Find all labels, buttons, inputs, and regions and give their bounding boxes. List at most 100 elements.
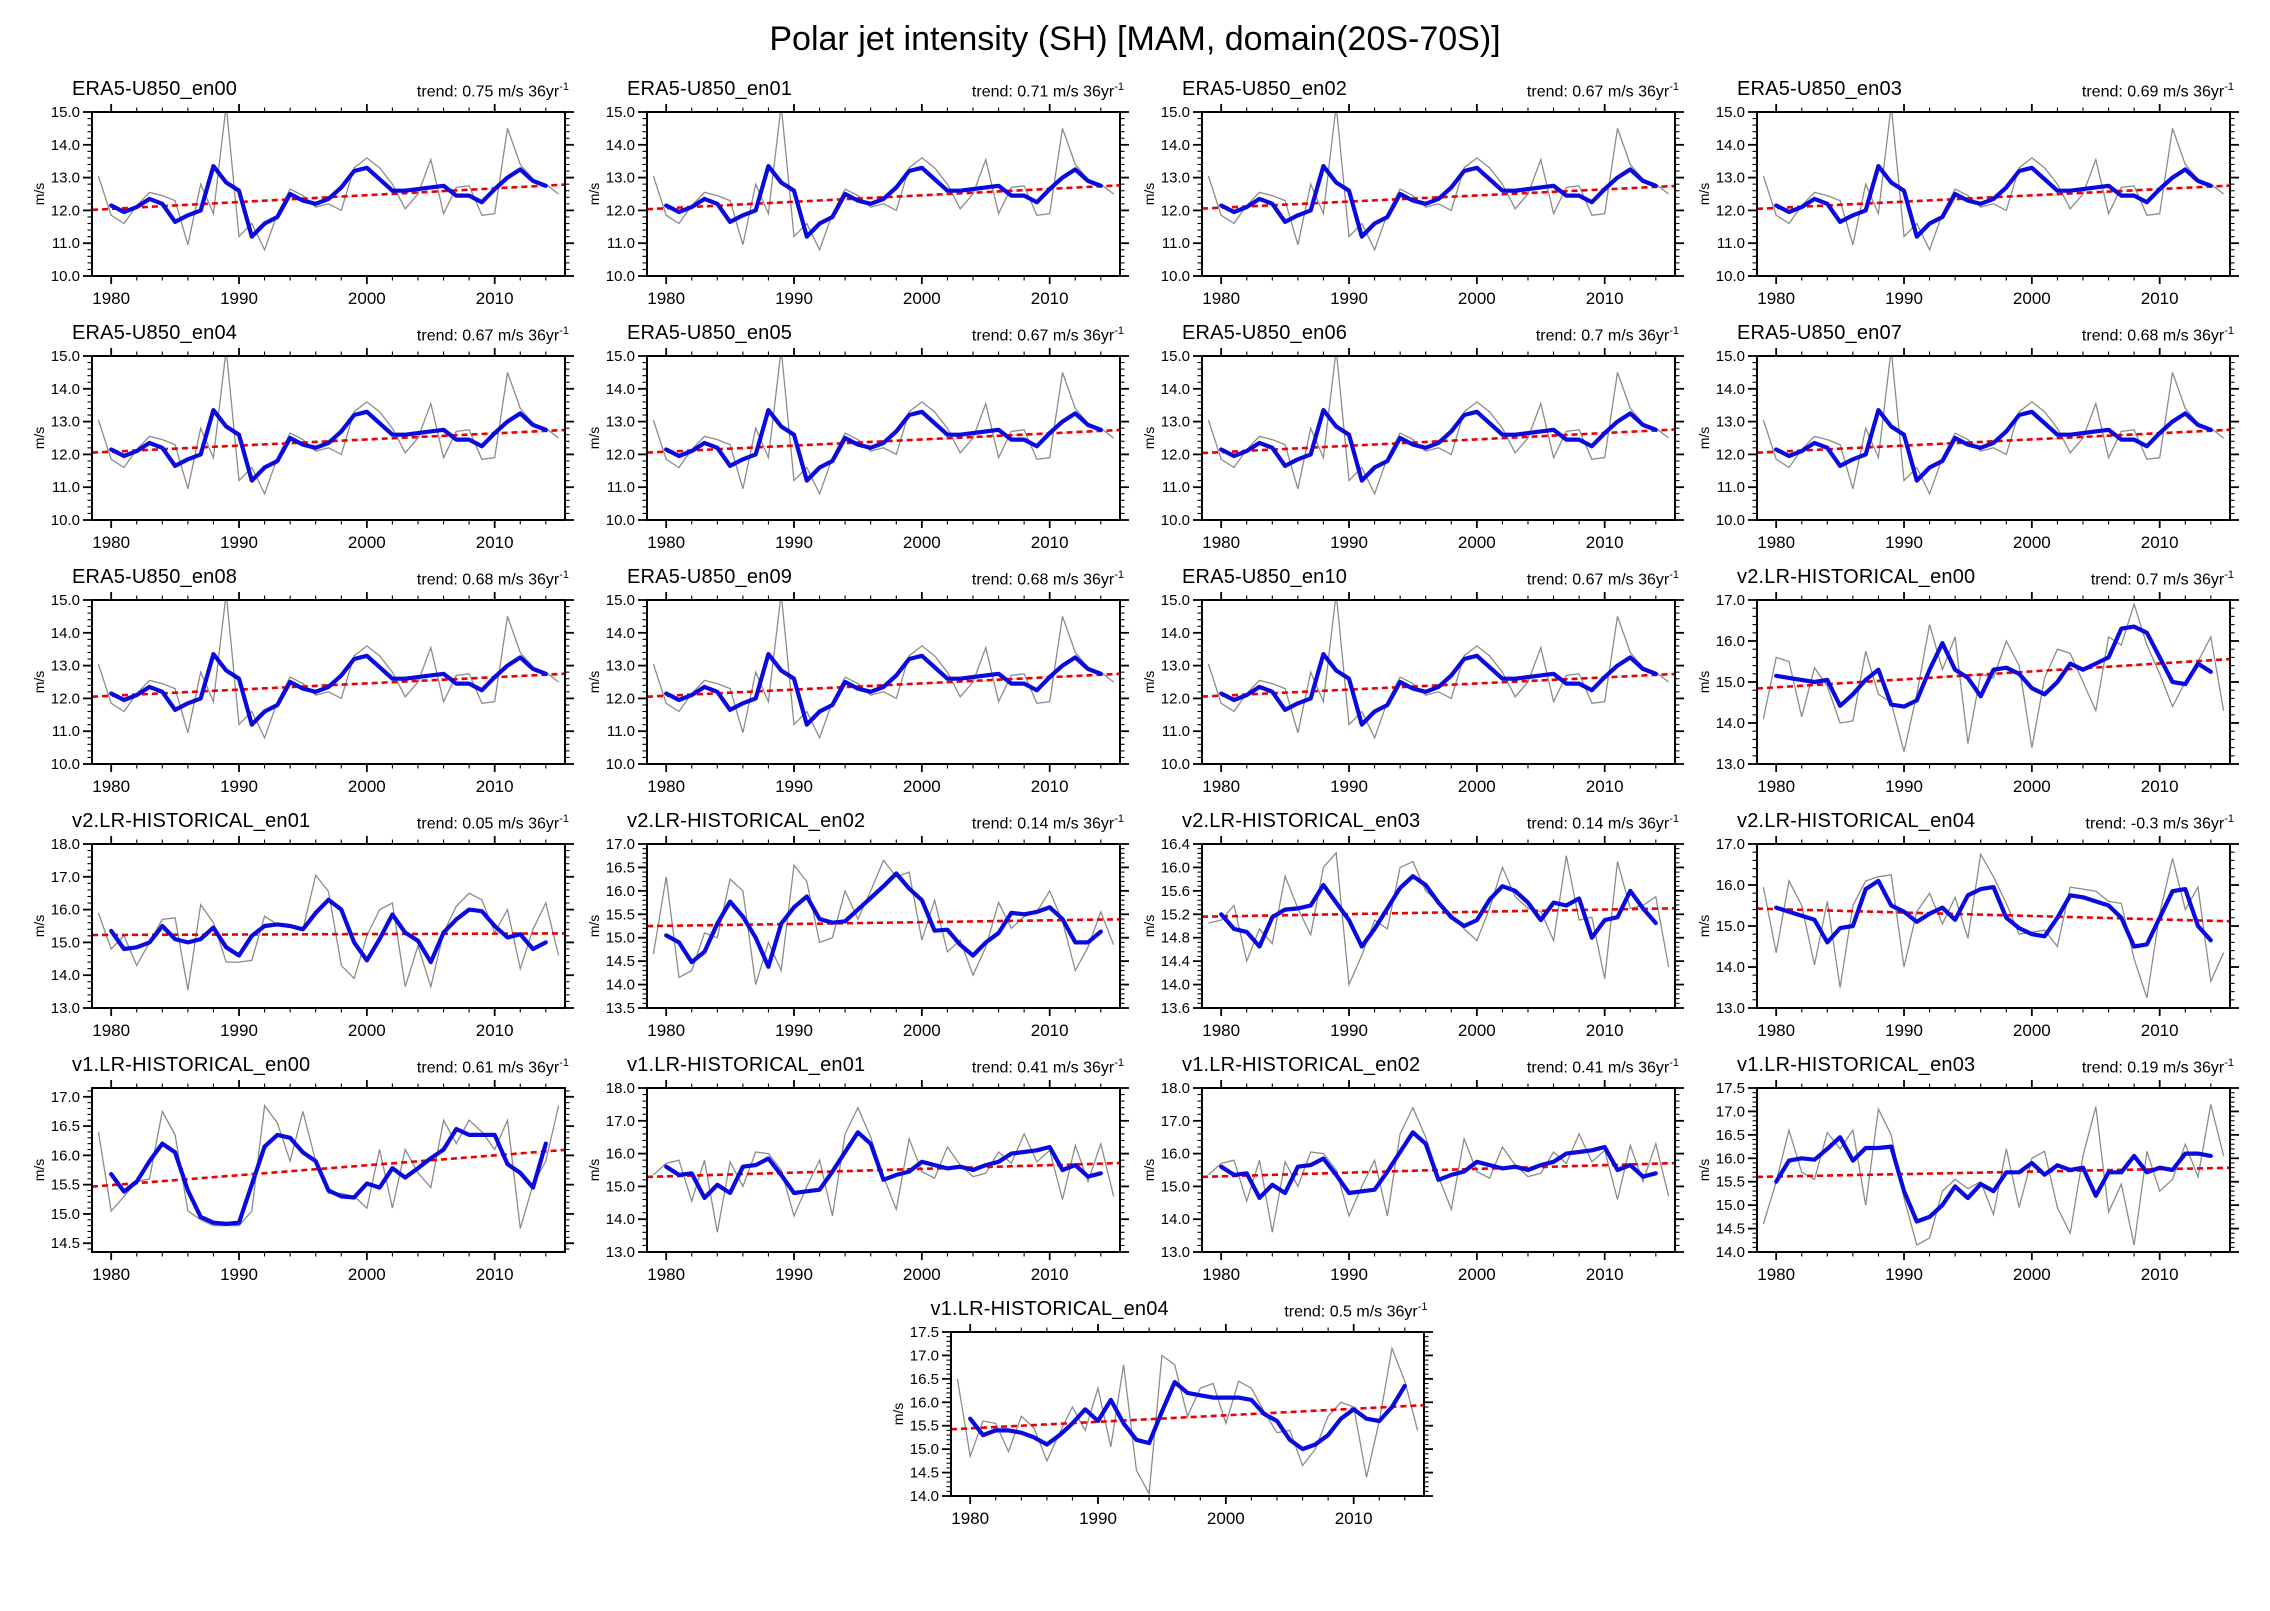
svg-text:15.5: 15.5 <box>606 906 635 923</box>
svg-text:1980: 1980 <box>647 1265 685 1284</box>
svg-text:16.5: 16.5 <box>606 859 635 876</box>
svg-text:1980: 1980 <box>951 1509 989 1528</box>
svg-text:m/s: m/s <box>1696 183 1712 206</box>
svg-text:16.0: 16.0 <box>1716 877 1745 894</box>
svg-text:1990: 1990 <box>1885 1021 1923 1040</box>
svg-text:14.0: 14.0 <box>51 137 80 154</box>
svg-text:15.0: 15.0 <box>1716 918 1745 935</box>
chart-trend-label: trend: 0.14 m/s 36yr-1 <box>1526 812 1679 832</box>
chart-header: ERA5-U850_en02 trend: 0.67 m/s 36yr-1 <box>1138 76 1687 102</box>
chart-plot: 10.0 11.0 12.0 13.0 14.0 15.0 1980 1990 2000 2010… <box>586 348 1129 552</box>
svg-text:14.0: 14.0 <box>606 137 635 154</box>
svg-text:17.0: 17.0 <box>606 1113 635 1130</box>
svg-text:1990: 1990 <box>220 777 258 796</box>
svg-text:1990: 1990 <box>220 1021 258 1040</box>
svg-text:13.0: 13.0 <box>51 658 80 675</box>
svg-text:16.0: 16.0 <box>1716 633 1745 650</box>
chart-trend-label: trend: 0.61 m/s 36yr-1 <box>416 1056 569 1076</box>
svg-text:m/s: m/s <box>586 671 602 694</box>
svg-text:2010: 2010 <box>1586 777 1624 796</box>
svg-text:12.0: 12.0 <box>1716 446 1745 463</box>
chart-plot: 10.0 11.0 12.0 13.0 14.0 15.0 1980 1990 2000 2010… <box>1696 104 2239 308</box>
svg-text:m/s: m/s <box>1696 427 1712 450</box>
svg-text:2000: 2000 <box>2013 777 2051 796</box>
svg-text:2000: 2000 <box>1458 777 1496 796</box>
chart-title: ERA5-U850_en01 <box>627 78 793 100</box>
svg-text:1990: 1990 <box>1330 1265 1368 1284</box>
svg-text:17.0: 17.0 <box>1716 836 1745 853</box>
svg-text:14.5: 14.5 <box>909 1465 938 1482</box>
svg-text:13.0: 13.0 <box>51 1000 80 1017</box>
chart-panel: v1.LR-HISTORICAL_en02 trend: 0.41 m/s 36y… <box>1138 1052 1687 1292</box>
svg-text:m/s: m/s <box>1141 1159 1157 1182</box>
svg-text:12.0: 12.0 <box>606 446 635 463</box>
chart-panel: v2.LR-HISTORICAL_en00 trend: 0.7 m/s 36yr… <box>1693 564 2242 804</box>
svg-text:15.0: 15.0 <box>51 592 80 609</box>
chart-title: v1.LR-HISTORICAL_en02 <box>1182 1054 1421 1076</box>
svg-text:17.0: 17.0 <box>1716 592 1745 609</box>
svg-text:15.0: 15.0 <box>606 930 635 947</box>
svg-text:1980: 1980 <box>92 1265 130 1284</box>
svg-text:m/s: m/s <box>1696 671 1712 694</box>
svg-text:1980: 1980 <box>92 533 130 552</box>
chart-title: ERA5-U850_en09 <box>627 566 793 588</box>
chart-title: ERA5-U850_en03 <box>1737 78 1903 100</box>
chart-header: ERA5-U850_en05 trend: 0.67 m/s 36yr-1 <box>583 320 1132 346</box>
svg-text:2000: 2000 <box>348 1021 386 1040</box>
svg-text:11.0: 11.0 <box>1717 479 1745 496</box>
chart-title: ERA5-U850_en07 <box>1737 322 1903 344</box>
svg-text:1990: 1990 <box>220 1265 258 1284</box>
chart-trend-label: trend: 0.41 m/s 36yr-1 <box>1526 1056 1679 1076</box>
svg-text:14.0: 14.0 <box>51 381 80 398</box>
chart-trend-label: trend: 0.68 m/s 36yr-1 <box>971 568 1124 588</box>
svg-text:13.0: 13.0 <box>606 1244 635 1261</box>
chart-panel: v1.LR-HISTORICAL_en01 trend: 0.41 m/s 36y… <box>583 1052 1132 1292</box>
svg-text:10.0: 10.0 <box>606 756 635 773</box>
svg-text:15.0: 15.0 <box>51 1206 80 1223</box>
svg-text:12.0: 12.0 <box>51 446 80 463</box>
svg-text:m/s: m/s <box>1141 671 1157 694</box>
svg-text:18.0: 18.0 <box>606 1080 635 1097</box>
svg-text:1980: 1980 <box>1757 777 1795 796</box>
chart-title: ERA5-U850_en04 <box>72 322 238 344</box>
chart-panel: ERA5-U850_en02 trend: 0.67 m/s 36yr-1 10.0… <box>1138 76 1687 316</box>
svg-text:17.0: 17.0 <box>909 1347 938 1364</box>
chart-panel: ERA5-U850_en09 trend: 0.68 m/s 36yr-1 10.0… <box>583 564 1132 804</box>
svg-text:18.0: 18.0 <box>51 836 80 853</box>
chart-header: v2.LR-HISTORICAL_en02 trend: 0.14 m/s 36y… <box>583 808 1132 834</box>
svg-text:14.0: 14.0 <box>51 967 80 984</box>
svg-text:m/s: m/s <box>31 427 47 450</box>
svg-text:18.0: 18.0 <box>1161 1080 1190 1097</box>
svg-text:14.0: 14.0 <box>1161 977 1190 994</box>
svg-text:2010: 2010 <box>1031 533 1069 552</box>
svg-text:10.0: 10.0 <box>51 756 80 773</box>
chart-trend-label: trend: 0.7 m/s 36yr-1 <box>2090 568 2234 588</box>
chart-title: ERA5-U850_en08 <box>72 566 238 588</box>
svg-text:2010: 2010 <box>1586 533 1624 552</box>
chart-panel: ERA5-U850_en04 trend: 0.67 m/s 36yr-1 10.0… <box>28 320 577 560</box>
svg-text:1980: 1980 <box>1757 289 1795 308</box>
chart-trend-label: trend: 0.71 m/s 36yr-1 <box>971 80 1124 100</box>
svg-text:m/s: m/s <box>586 183 602 206</box>
chart-panel: ERA5-U850_en08 trend: 0.68 m/s 36yr-1 10.0… <box>28 564 577 804</box>
svg-text:2000: 2000 <box>1458 1021 1496 1040</box>
svg-text:1990: 1990 <box>775 533 813 552</box>
svg-text:13.0: 13.0 <box>1716 170 1745 187</box>
chart-header: v2.LR-HISTORICAL_en00 trend: 0.7 m/s 36yr… <box>1693 564 2242 590</box>
svg-text:1980: 1980 <box>647 777 685 796</box>
svg-text:2010: 2010 <box>2141 533 2179 552</box>
svg-text:m/s: m/s <box>31 1159 47 1182</box>
svg-text:10.0: 10.0 <box>51 268 80 285</box>
svg-text:2000: 2000 <box>903 1021 941 1040</box>
svg-text:15.0: 15.0 <box>1716 348 1745 365</box>
svg-text:m/s: m/s <box>586 427 602 450</box>
svg-text:14.0: 14.0 <box>1716 381 1745 398</box>
svg-text:11.0: 11.0 <box>1162 235 1190 252</box>
svg-text:2000: 2000 <box>903 289 941 308</box>
svg-text:10.0: 10.0 <box>51 512 80 529</box>
svg-text:15.0: 15.0 <box>1716 104 1745 121</box>
svg-text:13.0: 13.0 <box>1161 1244 1190 1261</box>
svg-text:16.5: 16.5 <box>1716 1127 1745 1144</box>
svg-text:2010: 2010 <box>476 289 514 308</box>
svg-text:14.0: 14.0 <box>1161 625 1190 642</box>
